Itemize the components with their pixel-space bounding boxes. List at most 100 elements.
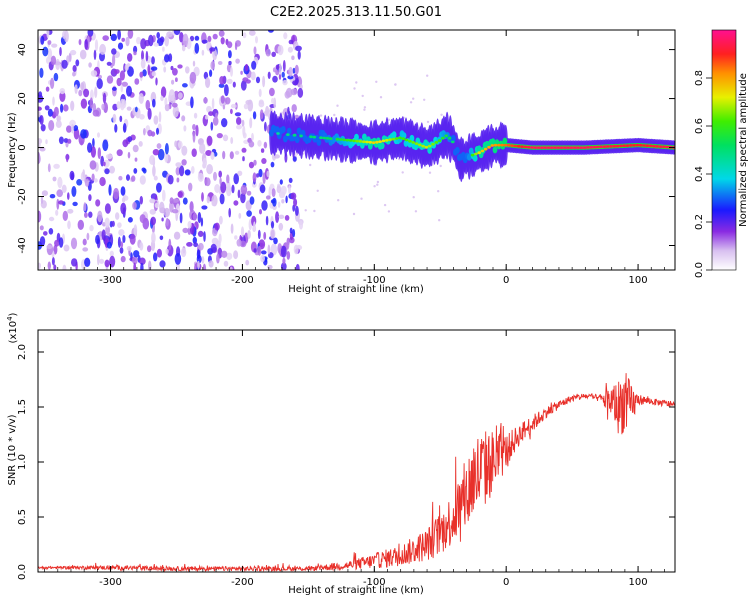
- noise-cell: [83, 88, 90, 98]
- noise-cell: [228, 50, 232, 59]
- noise-cell: [316, 189, 319, 192]
- noise-cell: [225, 182, 230, 192]
- noise-cell: [205, 177, 211, 187]
- noise-cell: [178, 140, 183, 149]
- noise-cell: [355, 81, 358, 84]
- signal-peak: [441, 136, 445, 140]
- noise-cell: [151, 71, 157, 77]
- noise-cell: [104, 203, 111, 214]
- noise-cell: [172, 105, 179, 118]
- noise-cell: [282, 257, 286, 265]
- noise-cell: [101, 103, 105, 111]
- noise-cell: [269, 87, 275, 97]
- noise-cell: [192, 124, 196, 131]
- signal-peak: [325, 136, 330, 140]
- noise-cell: [201, 192, 204, 202]
- noise-cell: [145, 50, 149, 62]
- noise-cell: [78, 39, 82, 46]
- signal-peak: [549, 146, 554, 150]
- noise-cell: [82, 238, 87, 246]
- noise-cell: [282, 79, 288, 86]
- signal-peak: [622, 144, 626, 148]
- noise-cell: [71, 258, 78, 267]
- noise-cell: [216, 133, 223, 139]
- signal-peak: [345, 138, 350, 142]
- noise-cell: [115, 212, 120, 220]
- noise-cell: [186, 242, 193, 247]
- noise-cell: [270, 221, 275, 229]
- noise-cell: [224, 97, 231, 105]
- noise-cell: [172, 68, 178, 76]
- noise-cell: [127, 30, 134, 39]
- signal-peak: [632, 143, 636, 147]
- noise-cell: [138, 93, 144, 104]
- signal-cell: [451, 134, 456, 142]
- signal-peak: [394, 137, 399, 140]
- spectrogram-frame: [37, 29, 676, 271]
- noise-cell: [255, 36, 258, 44]
- signal-cell: [466, 153, 472, 161]
- noise-cell: [387, 118, 391, 122]
- signal-peak: [427, 144, 432, 148]
- noise-cell: [257, 245, 262, 256]
- noise-cell: [245, 79, 251, 84]
- noise-cell: [218, 83, 225, 88]
- noise-cell: [41, 190, 49, 197]
- noise-cell: [53, 163, 60, 169]
- noise-cell: [201, 49, 205, 56]
- noise-cell: [428, 171, 432, 174]
- noise-cell: [412, 196, 415, 199]
- noise-cell: [213, 171, 217, 181]
- noise-cell: [109, 250, 114, 257]
- noise-cell: [259, 109, 264, 120]
- signal-cell: [362, 133, 367, 141]
- noise-cell: [58, 136, 64, 145]
- noise-cell: [109, 165, 115, 174]
- noise-cell: [226, 78, 233, 85]
- signal-peak: [312, 135, 317, 139]
- noise-cell: [70, 100, 75, 112]
- signal-peak: [553, 146, 557, 150]
- noise-cell: [150, 66, 158, 71]
- signal-peak: [599, 145, 603, 149]
- signal-peak: [503, 143, 508, 147]
- noise-cell: [95, 199, 101, 207]
- noise-cell: [39, 225, 44, 231]
- noise-cell: [222, 150, 226, 160]
- noise-cell: [105, 225, 110, 236]
- noise-cell: [48, 120, 55, 131]
- spectrogram-xtick-label: -100: [363, 275, 386, 286]
- noise-cell: [158, 111, 162, 123]
- signal-peak: [378, 140, 383, 144]
- noise-cell: [101, 229, 106, 241]
- noise-cell: [154, 202, 160, 208]
- noise-cell: [197, 230, 204, 237]
- signal-peak: [299, 134, 303, 138]
- noise-cell: [236, 117, 242, 125]
- noise-cell: [62, 264, 67, 270]
- noise-cell: [88, 194, 92, 202]
- noise-cell: [120, 84, 124, 93]
- signal-cell: [490, 138, 496, 146]
- noise-cell: [149, 198, 156, 204]
- noise-cell: [72, 201, 78, 207]
- signal-peak: [612, 144, 617, 148]
- noise-cell: [182, 33, 189, 46]
- noise-cell: [195, 124, 199, 137]
- noise-cell: [50, 55, 57, 66]
- noise-cell: [276, 185, 282, 194]
- signal-peak: [655, 145, 659, 148]
- noise-cell: [277, 243, 283, 254]
- noise-cell: [139, 71, 144, 78]
- noise-cell: [423, 98, 426, 102]
- noise-cell: [193, 242, 199, 248]
- noise-cell: [67, 138, 72, 144]
- noise-cell: [119, 247, 124, 254]
- noise-cell: [117, 42, 124, 50]
- noise-cell: [179, 165, 185, 177]
- noise-cell: [164, 152, 169, 163]
- snr-xtick-label: -100: [363, 577, 386, 588]
- noise-cell: [103, 161, 106, 167]
- noise-cell: [292, 67, 296, 74]
